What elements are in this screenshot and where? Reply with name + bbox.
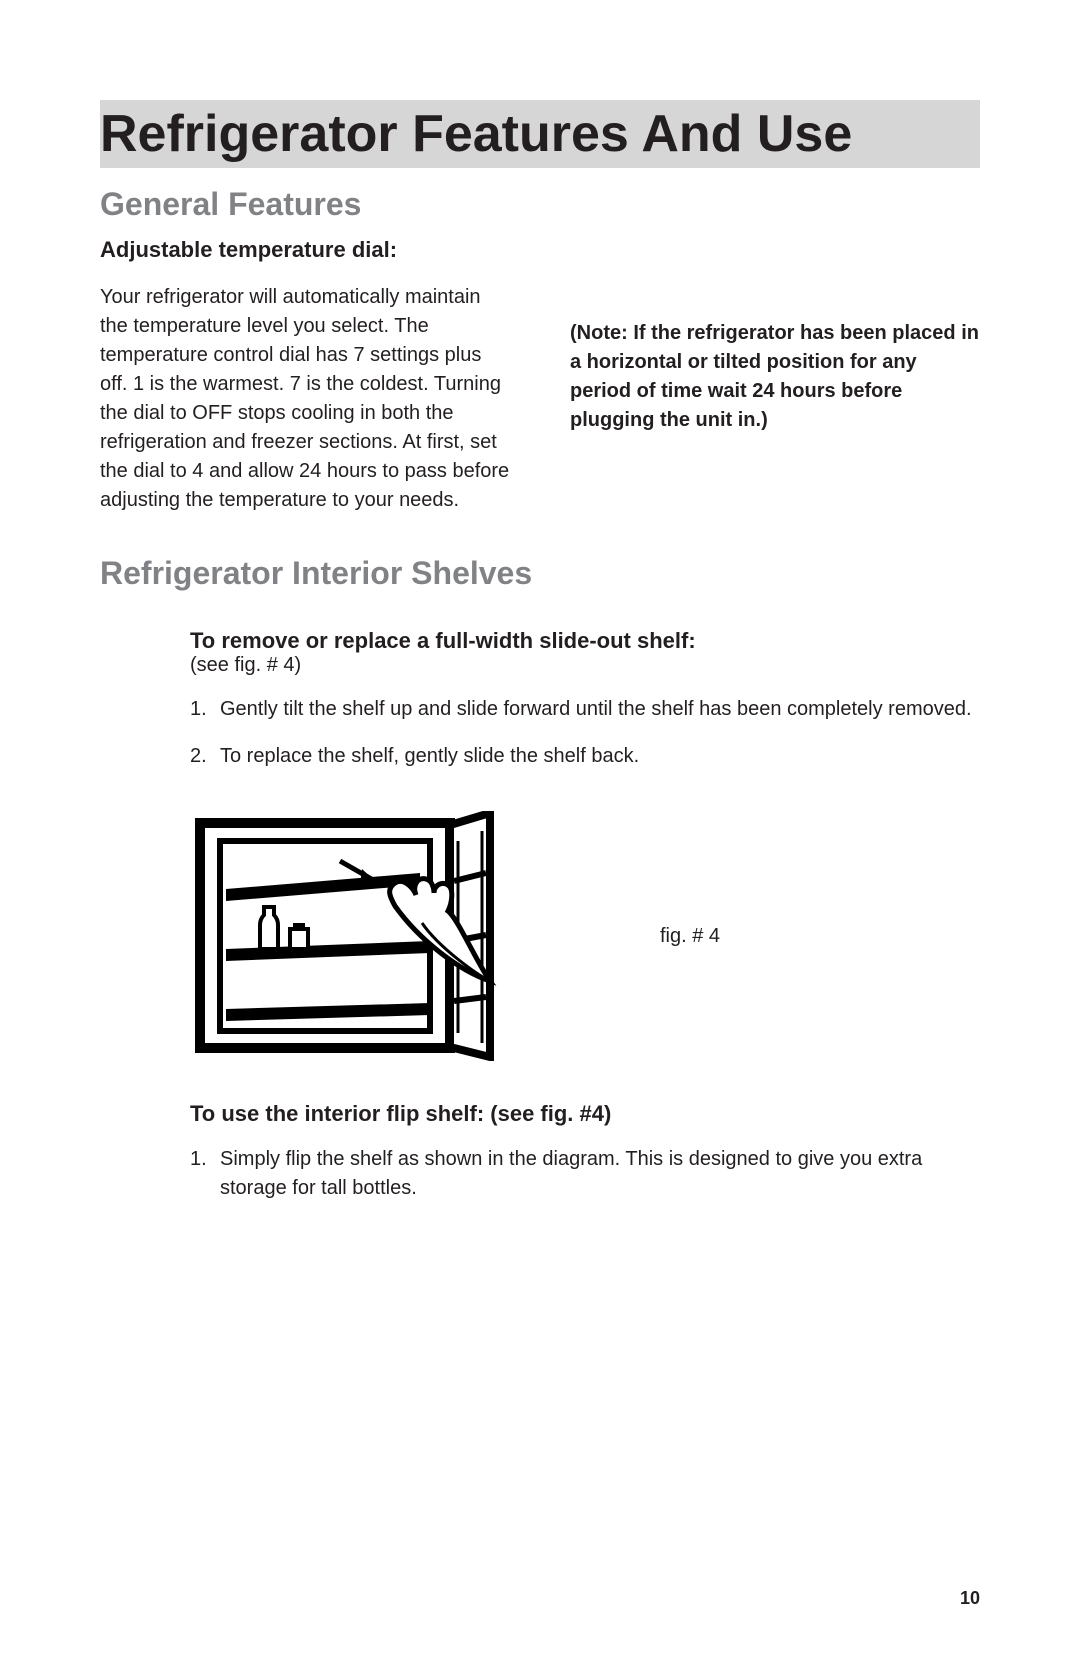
page-title: Refrigerator Features And Use <box>100 104 980 164</box>
interior-shelves-heading: Refrigerator Interior Shelves <box>100 555 980 592</box>
flip-shelf-title: To use the interior flip shelf: (see fig… <box>190 1101 980 1127</box>
step-number: 2. <box>190 742 207 771</box>
step-text: Gently tilt the shelf up and slide forwa… <box>220 698 972 720</box>
temperature-dial-body: Your refrigerator will automatically mai… <box>100 283 510 515</box>
figure-4-illustration <box>190 811 500 1061</box>
column-right: (Note: If the refrigerator has been plac… <box>570 283 980 515</box>
list-item: 1. Gently tilt the shelf up and slide for… <box>190 695 980 724</box>
step-number: 1. <box>190 695 207 724</box>
remove-replace-steps: 1. Gently tilt the shelf up and slide for… <box>190 695 980 771</box>
flip-shelf-steps: 1. Simply flip the shelf as shown in the … <box>190 1145 980 1203</box>
fridge-shelf-icon <box>190 811 500 1061</box>
two-column-layout: Your refrigerator will automatically mai… <box>100 283 980 515</box>
manual-page: Refrigerator Features And Use General Fe… <box>0 0 1080 1669</box>
title-bar: Refrigerator Features And Use <box>100 100 980 168</box>
general-features-heading: General Features <box>100 186 980 223</box>
remove-replace-title: To remove or replace a full-width slide-… <box>190 628 696 653</box>
step-text: To replace the shelf, gently slide the s… <box>220 745 639 767</box>
temperature-dial-subheading: Adjustable temperature dial: <box>100 237 980 263</box>
placement-note: (Note: If the refrigerator has been plac… <box>570 319 980 435</box>
list-item: 2. To replace the shelf, gently slide the… <box>190 742 980 771</box>
figure-4-caption: fig. # 4 <box>660 925 720 948</box>
step-number: 1. <box>190 1145 207 1174</box>
column-left: Your refrigerator will automatically mai… <box>100 283 510 515</box>
shelves-content: To remove or replace a full-width slide-… <box>190 628 980 1203</box>
remove-replace-lead: To remove or replace a full-width slide-… <box>190 628 980 677</box>
flip-shelf-section: To use the interior flip shelf: (see fig… <box>190 1101 980 1203</box>
list-item: 1. Simply flip the shelf as shown in the … <box>190 1145 980 1203</box>
step-text: Simply flip the shelf as shown in the di… <box>220 1148 922 1199</box>
figure-row: fig. # 4 <box>190 811 980 1061</box>
page-number: 10 <box>960 1588 980 1609</box>
remove-replace-seefig: (see fig. # 4) <box>190 654 301 676</box>
